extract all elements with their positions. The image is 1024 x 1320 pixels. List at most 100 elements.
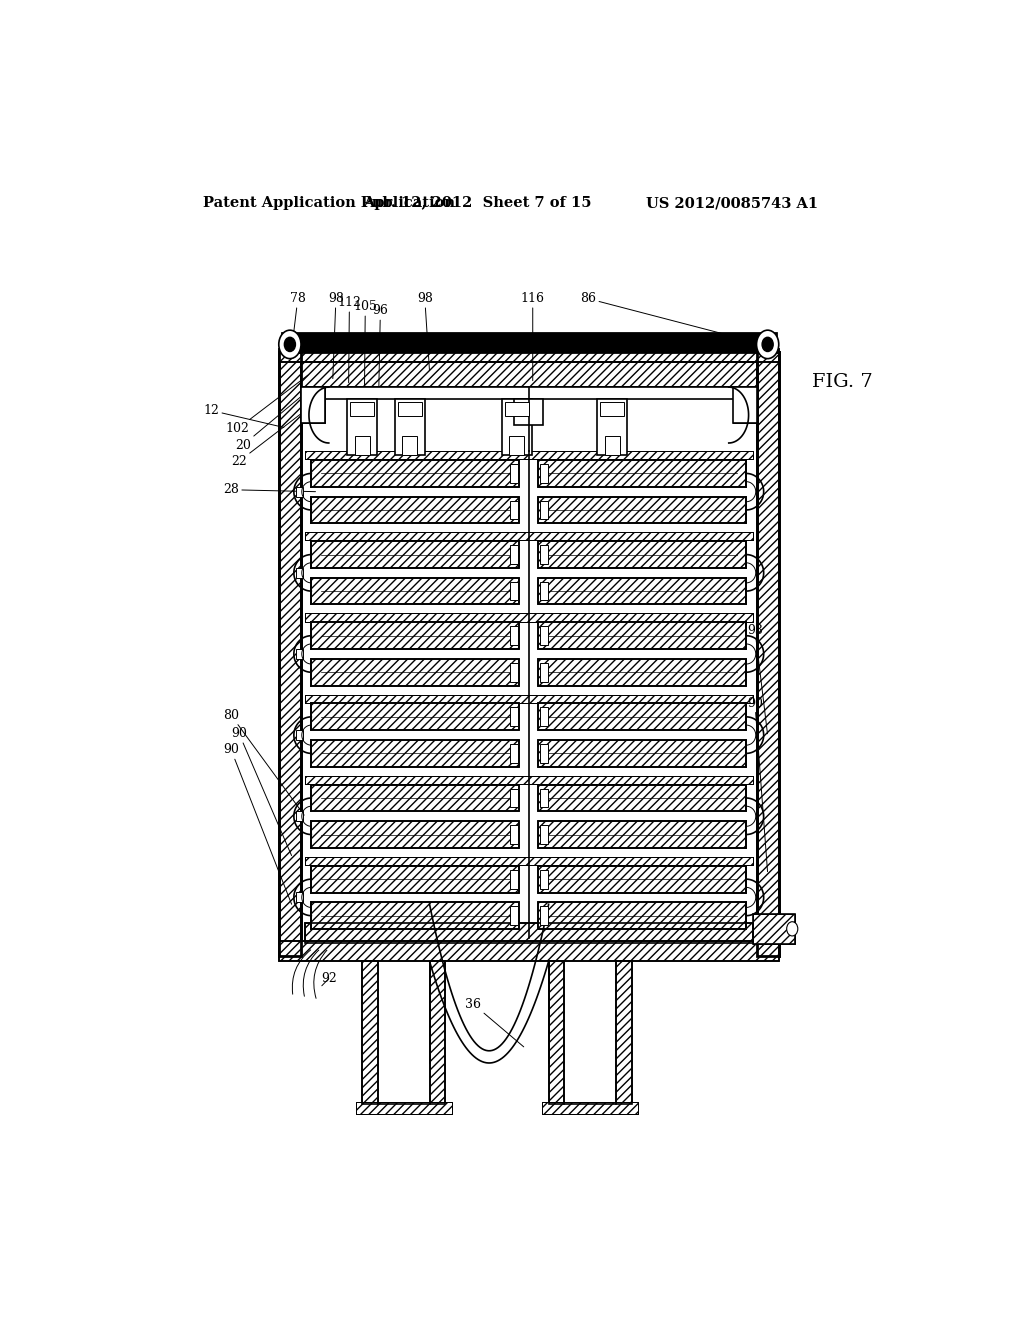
Bar <box>279 351 301 956</box>
Bar <box>510 663 518 681</box>
Text: Patent Application Publication: Patent Application Publication <box>204 197 456 210</box>
Bar <box>616 961 632 1104</box>
Bar <box>311 784 519 812</box>
Text: 78: 78 <box>290 292 306 345</box>
Bar <box>301 362 757 387</box>
Circle shape <box>279 330 301 359</box>
Bar <box>540 788 548 808</box>
Text: 112: 112 <box>338 296 361 383</box>
Bar <box>311 704 519 730</box>
Bar <box>539 784 746 812</box>
Text: 105: 105 <box>353 300 377 387</box>
Bar <box>597 399 627 455</box>
Text: 92: 92 <box>321 972 337 986</box>
Bar <box>540 825 548 843</box>
Bar <box>539 741 746 767</box>
Bar <box>311 821 519 847</box>
Bar <box>540 582 548 601</box>
Text: Apr. 12, 2012  Sheet 7 of 15: Apr. 12, 2012 Sheet 7 of 15 <box>362 197 592 210</box>
Bar <box>539 541 746 568</box>
Bar <box>301 387 325 422</box>
Bar <box>311 903 519 929</box>
Bar <box>296 812 303 821</box>
Bar <box>296 487 303 496</box>
Bar <box>305 923 753 942</box>
Bar <box>539 821 746 847</box>
Bar <box>539 866 746 892</box>
Text: 116: 116 <box>521 292 545 380</box>
Bar <box>311 496 519 523</box>
Bar <box>549 961 564 1104</box>
Bar <box>311 866 519 892</box>
Bar <box>311 541 519 568</box>
Bar <box>311 496 519 523</box>
Bar <box>539 496 746 523</box>
Text: 36: 36 <box>465 998 523 1047</box>
Text: 96: 96 <box>373 305 388 389</box>
Bar <box>509 436 524 455</box>
Bar <box>540 663 548 681</box>
Circle shape <box>757 330 778 359</box>
Text: US 2012/0085743 A1: US 2012/0085743 A1 <box>646 197 818 210</box>
Bar <box>510 744 518 763</box>
Bar <box>543 1102 638 1114</box>
Bar <box>305 614 753 622</box>
Bar <box>301 387 325 422</box>
Bar <box>616 961 632 1104</box>
Bar <box>510 500 518 519</box>
Bar <box>311 659 519 685</box>
Bar <box>510 825 518 843</box>
Bar <box>311 903 519 929</box>
Bar <box>540 500 548 519</box>
Bar <box>540 545 548 564</box>
Bar <box>296 892 303 903</box>
Bar <box>539 461 746 487</box>
Circle shape <box>285 338 296 351</box>
Bar <box>305 451 753 459</box>
Bar <box>279 941 778 961</box>
Bar <box>539 622 746 649</box>
Text: 80: 80 <box>223 709 304 816</box>
Text: 12: 12 <box>204 404 284 428</box>
Bar <box>539 461 746 487</box>
Bar <box>311 741 519 767</box>
Bar <box>539 659 746 685</box>
Bar <box>305 776 753 784</box>
Bar <box>311 622 519 649</box>
Bar <box>539 578 746 605</box>
Bar <box>311 541 519 568</box>
Bar <box>733 387 757 422</box>
Bar <box>296 568 303 578</box>
Bar <box>311 578 519 605</box>
Bar <box>355 1102 452 1114</box>
Bar <box>305 857 753 865</box>
Text: 98: 98 <box>417 292 433 371</box>
Bar <box>540 465 548 483</box>
Bar <box>539 704 746 730</box>
Text: 93: 93 <box>746 623 767 734</box>
Bar <box>540 627 548 645</box>
Bar <box>540 907 548 925</box>
Bar <box>296 730 303 741</box>
Bar <box>279 350 778 362</box>
Bar <box>305 776 753 784</box>
Bar <box>510 582 518 601</box>
Text: 90: 90 <box>223 743 292 904</box>
Bar <box>296 649 303 659</box>
Bar <box>347 399 377 455</box>
Bar <box>430 961 445 1104</box>
Bar <box>757 351 779 956</box>
Bar <box>311 741 519 767</box>
Bar <box>510 545 518 564</box>
Bar <box>305 857 753 865</box>
Bar <box>540 708 548 726</box>
Bar <box>279 350 778 362</box>
Text: 98: 98 <box>328 292 344 379</box>
Bar <box>354 436 370 455</box>
Bar <box>305 694 753 702</box>
Bar <box>539 784 746 812</box>
Bar <box>505 403 529 416</box>
Bar <box>600 403 625 416</box>
Text: FIG. 7: FIG. 7 <box>812 374 872 391</box>
Bar <box>733 387 757 422</box>
